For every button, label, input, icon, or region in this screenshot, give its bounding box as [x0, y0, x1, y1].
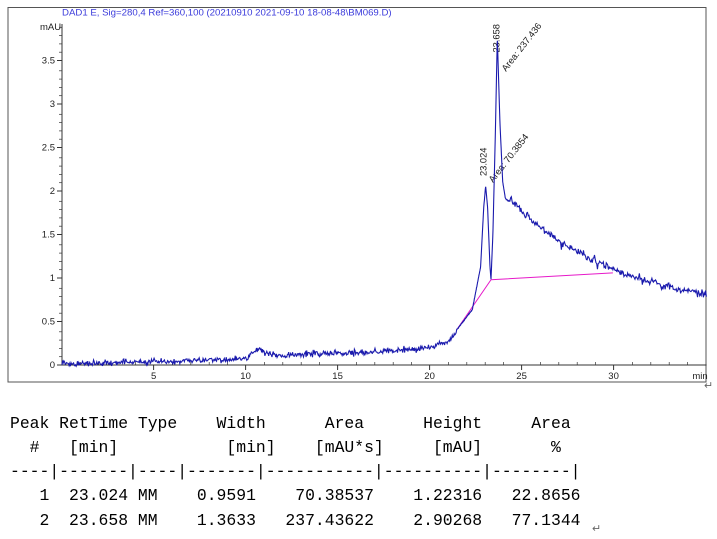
svg-text:1.5: 1.5 — [42, 230, 55, 241]
svg-text:30: 30 — [608, 371, 619, 382]
svg-text:5: 5 — [151, 371, 156, 382]
svg-text:25: 25 — [516, 371, 527, 382]
svg-text:15: 15 — [332, 371, 343, 382]
svg-text:0.5: 0.5 — [42, 317, 55, 328]
svg-text:3: 3 — [50, 99, 55, 110]
svg-text:1: 1 — [50, 273, 55, 284]
svg-text:23.024: 23.024 — [479, 148, 489, 176]
svg-text:DAD1 E, Sig=280,4 Ref=360,100: DAD1 E, Sig=280,4 Ref=360,100 (20210910 … — [62, 8, 392, 19]
svg-text:10: 10 — [240, 371, 251, 382]
svg-text:2.5: 2.5 — [42, 143, 55, 154]
svg-text:20: 20 — [424, 371, 435, 382]
svg-text:↵: ↵ — [704, 380, 713, 392]
svg-text:3.5: 3.5 — [42, 56, 55, 67]
svg-text:0: 0 — [50, 360, 55, 371]
svg-text:23.658: 23.658 — [492, 24, 502, 52]
svg-text:2: 2 — [50, 186, 55, 197]
svg-text:mAU: mAU — [40, 22, 61, 33]
